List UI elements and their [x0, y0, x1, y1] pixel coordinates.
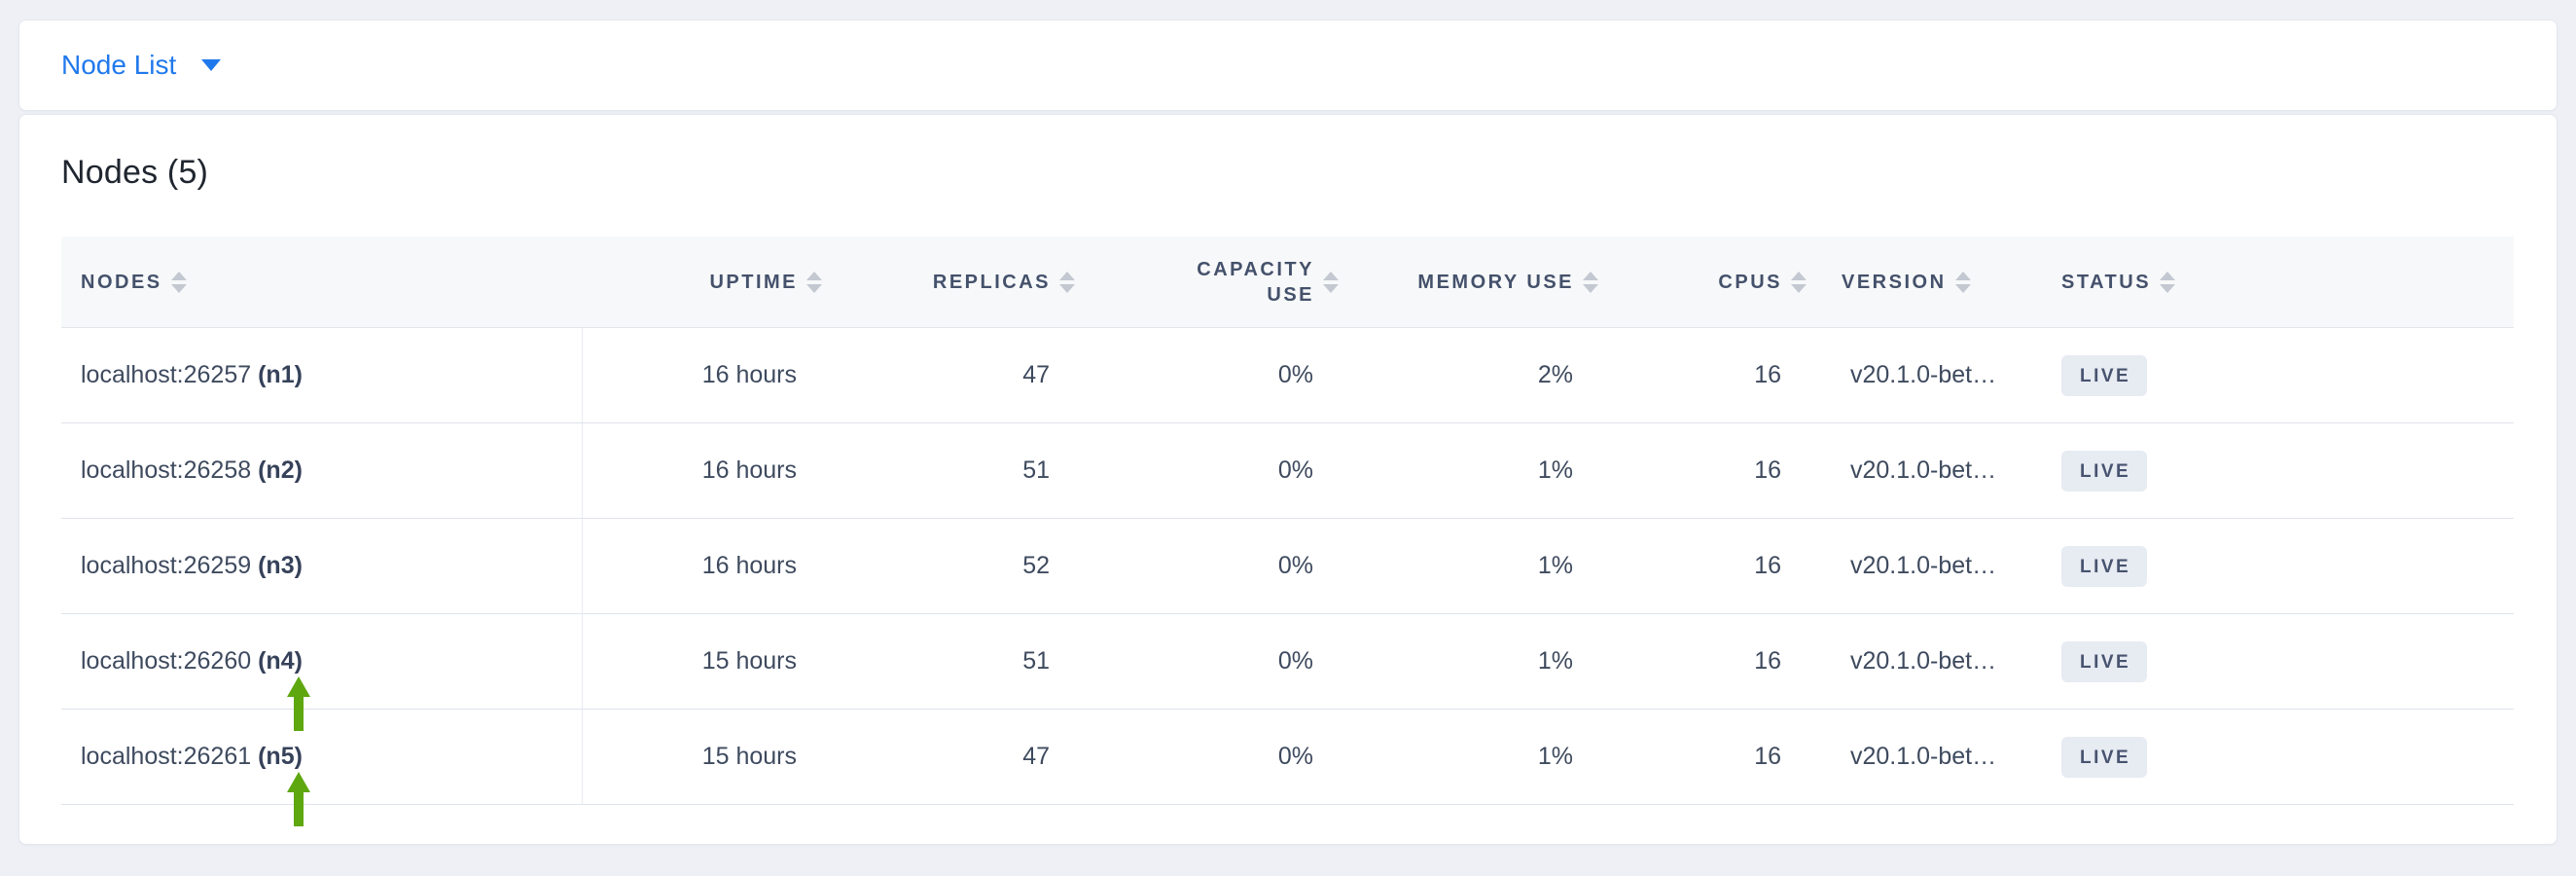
table-header: NODES UPTIME REPLICAS CAPACITY USE MEMORY US…	[61, 237, 2514, 328]
sort-icon[interactable]	[1954, 271, 1971, 293]
node-address: localhost:26257	[81, 361, 259, 388]
cell-status: LIVE	[2040, 327, 2514, 423]
column-label-cpus: CPUS	[1718, 271, 1782, 293]
column-label-version: VERSION	[1842, 271, 1947, 293]
cell-nodes: localhost:26257 (n1)	[61, 327, 582, 423]
cell-uptime: 15 hours	[581, 613, 822, 710]
cell-version: v20.1.0-bet…	[1807, 327, 2040, 423]
node-address: localhost:26260	[81, 647, 259, 675]
cell-nodes: localhost:26260 (n4)	[61, 613, 582, 731]
cell-replicas: 51	[822, 422, 1075, 519]
cell-memory_use: 2%	[1339, 327, 1598, 423]
cell-cpus: 16	[1598, 709, 1807, 805]
column-label-nodes: NODES	[81, 271, 162, 293]
cell-replicas: 47	[822, 709, 1075, 805]
column-header-version[interactable]: VERSION	[1807, 237, 2040, 328]
cell-replicas: 52	[822, 518, 1075, 614]
status-badge: LIVE	[2061, 354, 2148, 396]
column-label-status: STATUS	[2061, 271, 2152, 293]
column-label-memory_use: MEMORY USE	[1417, 271, 1574, 293]
cell-cpus: 16	[1598, 422, 1807, 519]
cell-capacity_use: 0%	[1075, 709, 1339, 805]
chevron-down-icon	[201, 59, 222, 71]
status-badge: LIVE	[2061, 450, 2148, 492]
cell-capacity_use: 0%	[1075, 613, 1339, 710]
sort-icon[interactable]	[1791, 271, 1807, 293]
nodes-card: Nodes (5) NODES UPTIME REPLICAS CAPACITY US…	[18, 114, 2558, 845]
cell-status: LIVE	[2040, 613, 2514, 710]
cell-memory_use: 1%	[1339, 709, 1598, 805]
cell-version: v20.1.0-bet…	[1807, 422, 2040, 519]
column-label-capacity_use: CAPACITY USE	[1197, 258, 1314, 306]
cell-version: v20.1.0-bet…	[1807, 613, 2040, 710]
node-id: (n2)	[258, 456, 303, 484]
table-row: localhost:26260 (n4) 15 hours 51 0% 1% 16 v20.…	[61, 613, 2514, 731]
column-header-cpus[interactable]: CPUS	[1598, 237, 1807, 328]
cell-memory_use: 1%	[1339, 422, 1598, 519]
sort-icon[interactable]	[1583, 271, 1598, 293]
column-header-memory_use[interactable]: MEMORY USE	[1339, 237, 1598, 328]
node-address: localhost:26258	[81, 456, 259, 484]
cell-cpus: 16	[1598, 613, 1807, 710]
column-label-replicas: REPLICAS	[932, 271, 1051, 293]
cell-capacity_use: 0%	[1075, 518, 1339, 614]
cell-status: LIVE	[2040, 518, 2514, 614]
page: Node List Nodes (5) NODES UPTIME REPLICAS C…	[0, 19, 2576, 876]
node-list-dropdown-label: Node List	[61, 50, 177, 80]
node-address: localhost:26261	[81, 743, 259, 770]
annotation-arrow-up-icon	[286, 772, 311, 833]
column-header-status[interactable]: STATUS	[2040, 237, 2514, 328]
sort-icon[interactable]	[2160, 271, 2176, 293]
cell-uptime: 15 hours	[581, 709, 822, 805]
cell-status: LIVE	[2040, 709, 2514, 805]
cell-replicas: 51	[822, 613, 1075, 710]
table-row: localhost:26258 (n2) 16 hours 51 0% 1% 16 v20.…	[61, 422, 2514, 519]
column-header-uptime[interactable]: UPTIME	[582, 237, 822, 328]
node-id: (n1)	[258, 361, 303, 388]
table-row: localhost:26261 (n5) 15 hours 47 0% 1% 16 v20.…	[61, 709, 2514, 826]
page-title: Nodes (5)	[61, 154, 209, 191]
sort-icon[interactable]	[170, 271, 187, 293]
cell-uptime: 16 hours	[581, 422, 822, 519]
status-badge: LIVE	[2061, 545, 2148, 587]
column-label-uptime: UPTIME	[709, 271, 798, 293]
cell-uptime: 16 hours	[581, 327, 822, 423]
cell-capacity_use: 0%	[1075, 422, 1339, 519]
sort-icon[interactable]	[1323, 271, 1339, 293]
cell-replicas: 47	[822, 327, 1075, 423]
cell-version: v20.1.0-bet…	[1807, 709, 2040, 805]
table-body: localhost:26257 (n1) 16 hours 47 0% 2% 16 v20.…	[61, 327, 2514, 826]
node-id: (n5)	[258, 743, 303, 770]
cell-memory_use: 1%	[1339, 518, 1598, 614]
cell-status: LIVE	[2040, 422, 2514, 519]
column-header-replicas[interactable]: REPLICAS	[822, 237, 1075, 328]
node-id: (n4)	[258, 647, 303, 675]
table-header-row: NODES UPTIME REPLICAS CAPACITY USE MEMORY US…	[61, 237, 2514, 328]
table-row: localhost:26259 (n3) 16 hours 52 0% 1% 16 v20.…	[61, 518, 2514, 614]
cell-nodes: localhost:26261 (n5)	[61, 709, 582, 826]
cell-nodes: localhost:26259 (n3)	[61, 518, 582, 614]
topbar: Node List	[18, 19, 2558, 111]
cell-memory_use: 1%	[1339, 613, 1598, 710]
cell-nodes: localhost:26258 (n2)	[61, 422, 582, 519]
table-row: localhost:26257 (n1) 16 hours 47 0% 2% 16 v20.…	[61, 327, 2514, 423]
cell-uptime: 16 hours	[581, 518, 822, 614]
node-id: (n3)	[258, 552, 303, 579]
nodes-table: NODES UPTIME REPLICAS CAPACITY USE MEMORY US…	[61, 237, 2514, 826]
cell-cpus: 16	[1598, 518, 1807, 614]
cell-version: v20.1.0-bet…	[1807, 518, 2040, 614]
sort-icon[interactable]	[1059, 271, 1075, 293]
node-address: localhost:26259	[81, 552, 259, 579]
node-list-dropdown[interactable]: Node List	[61, 50, 222, 80]
status-badge: LIVE	[2061, 640, 2148, 682]
column-header-nodes[interactable]: NODES	[61, 237, 582, 328]
column-header-capacity_use[interactable]: CAPACITY USE	[1075, 237, 1339, 328]
cell-capacity_use: 0%	[1075, 327, 1339, 423]
cell-cpus: 16	[1598, 327, 1807, 423]
status-badge: LIVE	[2061, 736, 2148, 778]
sort-icon[interactable]	[806, 271, 822, 293]
